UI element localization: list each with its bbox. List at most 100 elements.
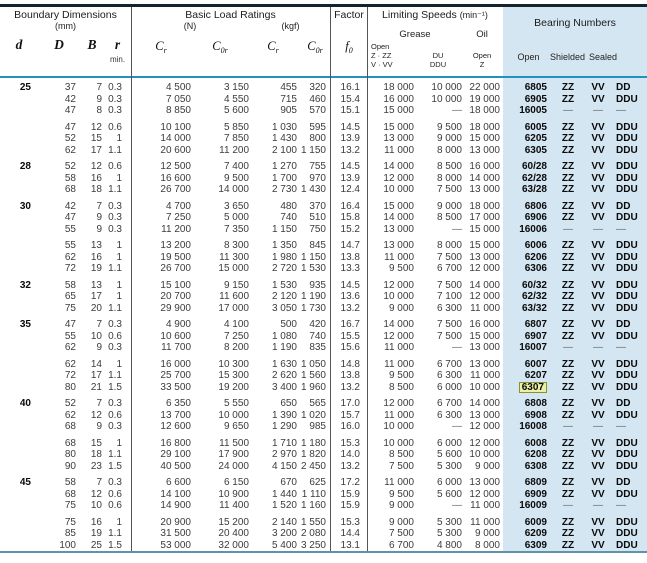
cell-f0: 17.2 [340, 477, 360, 488]
cell-grease-du-ddu-speed: 10 000 [431, 93, 462, 105]
table-row: 80 21 1.5 33 500 19 200 3 400 1 960 13.2 8 500 6 … [0, 381, 647, 393]
cell-outer-diameter-D: 42 [64, 93, 76, 105]
cell-f0: 14.0 [340, 449, 360, 460]
cell-bearing-open: 16008 [519, 421, 547, 432]
cell-f0: 13.3 [340, 263, 360, 274]
cell-bearing-sealed-dd: DDU [616, 460, 638, 472]
cell-grease-du-ddu-speed: 6 300 [436, 370, 462, 381]
cell-c0r-kgf: 1 550 [300, 516, 326, 528]
cell-c0r-newton: 7 250 [223, 330, 249, 342]
cell-grease-open-speed: 15 000 [383, 200, 414, 212]
cell-cr-newton: 12 500 [160, 161, 191, 172]
cell-bearing-sealed-dd: DDU [616, 279, 638, 291]
cell-grease-du-ddu-speed: 10 000 [431, 82, 462, 93]
cell-cr-newton: 20 700 [160, 291, 191, 302]
cell-grease-open-speed: 14 000 [383, 212, 414, 223]
cell-bearing-open: 6205 [524, 133, 547, 144]
cell-c0r-kgf: 320 [309, 82, 326, 93]
column-header-r-min-note: min. [109, 55, 126, 64]
cell-bearing-open: 63/32 [521, 302, 547, 314]
cell-bearing-open: 62/32 [521, 291, 547, 302]
cell-grease-du-ddu-speed: 6 700 [436, 398, 462, 409]
cell-r-min: 1.5 [108, 381, 122, 393]
cell-bearing-shielded: ZZ [561, 437, 575, 449]
cell-d [0, 291, 38, 303]
table-row: 45 58 7 0.3 6 600 6 150 670 625 17.2 11 000 6 000 1… [0, 477, 647, 489]
cell-grease-open-speed: 10 000 [383, 291, 414, 302]
cell-outer-diameter-D: 68 [64, 437, 76, 449]
table-row: 72 19 1.1 26 700 15 000 2 720 1 530 13.3 9 500 6 … [0, 263, 647, 275]
table-row: 72 17 1.1 25 700 15 300 2 620 1 560 13.8 9 500 6 … [0, 370, 647, 382]
cell-grease-du-ddu-speed: 7 500 [436, 330, 462, 342]
cell-bearing-open: 60/32 [521, 279, 547, 291]
cell-r-min: 1.5 [108, 460, 122, 472]
cell-f0: 13.2 [340, 144, 360, 156]
cell-f0: 13.9 [340, 133, 360, 144]
cell-bearing-shielded: ZZ [561, 82, 575, 93]
cell-r-min: 1 [116, 133, 122, 144]
cell-cr-newton: 53 000 [160, 539, 191, 551]
cell-f0: 16.7 [340, 319, 360, 330]
cell-cr-newton: 4 700 [165, 200, 191, 212]
cell-cr-kgf: 2 970 [271, 449, 297, 460]
unit-kgf: (kgf) [281, 21, 300, 31]
cell-cr-kgf: 1 080 [271, 330, 297, 342]
cell-outer-diameter-D: 47 [64, 121, 76, 133]
cell-bearing-sealed-vv: VV [591, 279, 605, 291]
cell-r-min: 1.1 [108, 144, 122, 156]
cell-cr-newton: 6 600 [165, 477, 191, 488]
cell-d [0, 212, 38, 224]
cell-grease-du-ddu-speed: 8 000 [436, 144, 462, 156]
cell-width-B: 9 [96, 212, 102, 223]
cell-d [0, 438, 38, 450]
cell-bearing-shielded: ZZ [561, 358, 575, 370]
cell-width-B: 13 [90, 240, 102, 251]
basic-load-ratings-title: Basic Load Ratings [185, 9, 276, 21]
cell-outer-diameter-D: 58 [64, 172, 76, 184]
cell-cr-kgf: 1 270 [271, 161, 297, 172]
cell-bearing-open: 6009 [524, 516, 547, 528]
cell-oil-open-speed: 12 000 [469, 437, 500, 449]
cell-outer-diameter-D: 75 [64, 500, 76, 511]
cell-oil-open-speed: 12 000 [469, 263, 500, 274]
cell-r-min: 1 [116, 358, 122, 370]
cell-bearing-open: 16009 [519, 500, 547, 511]
cell-c0r-kgf: 370 [309, 200, 326, 212]
cell-c0r-kgf: 755 [309, 161, 326, 172]
cell-bearing-sealed-dd: DDU [616, 409, 638, 421]
cell-c0r-kgf: 1 530 [300, 263, 326, 274]
cell-outer-diameter-D: 62 [64, 358, 76, 370]
cell-grease-du-ddu-speed: 6 700 [436, 358, 462, 370]
cell-d [0, 252, 38, 264]
cell-bearing-open: 6208 [524, 449, 547, 460]
cell-outer-diameter-D: 62 [64, 409, 76, 421]
cell-bearing-shielded: ZZ [561, 460, 575, 472]
cell-cr-newton: 11 700 [161, 342, 191, 353]
cell-bearing-sealed-dd: DDU [616, 302, 638, 314]
table-row: 62 16 1 19 500 11 300 1 980 1 150 13.8 11 000 7 5… [0, 252, 647, 264]
cell-grease-open-speed: 16 000 [383, 93, 414, 105]
cell-outer-diameter-D: 100 [59, 539, 76, 551]
cell-bearing-open: 6807 [524, 319, 547, 330]
cell-bearing-sealed-dd: DD [616, 477, 631, 488]
cell-grease-du-ddu-speed: 7 100 [436, 291, 462, 302]
cell-c0r-newton: 6 150 [223, 477, 249, 488]
cell-width-B: 10 [90, 330, 102, 342]
cell-c0r-newton: 3 150 [223, 82, 249, 93]
boundary-dimensions-title: Boundary Dimensions [14, 9, 117, 21]
cell-oil-open-speed: 11 000 [470, 500, 500, 511]
cell-c0r-kgf: 1 150 [300, 144, 326, 156]
cell-grease-open-speed: 8 500 [388, 449, 414, 460]
cell-bearing-sealed-vv: VV [591, 370, 605, 381]
cell-c0r-kgf: 565 [309, 398, 326, 409]
cell-grease-open-speed: 13 000 [383, 240, 414, 251]
cell-cr-newton: 4 500 [165, 82, 191, 93]
cell-f0: 13.8 [340, 251, 360, 263]
cell-width-B: 16 [90, 251, 102, 263]
cell-cr-newton: 14 900 [160, 500, 191, 511]
cell-cr-newton: 25 700 [160, 370, 191, 381]
cell-width-B: 15 [90, 133, 102, 144]
cell-bearing-sealed-vv: — [593, 105, 603, 116]
table-row: 75 10 0.6 14 900 11 400 1 520 1 160 15.9 9 000 — 1… [0, 500, 647, 512]
cell-c0r-kgf: 1 430 [300, 184, 326, 195]
